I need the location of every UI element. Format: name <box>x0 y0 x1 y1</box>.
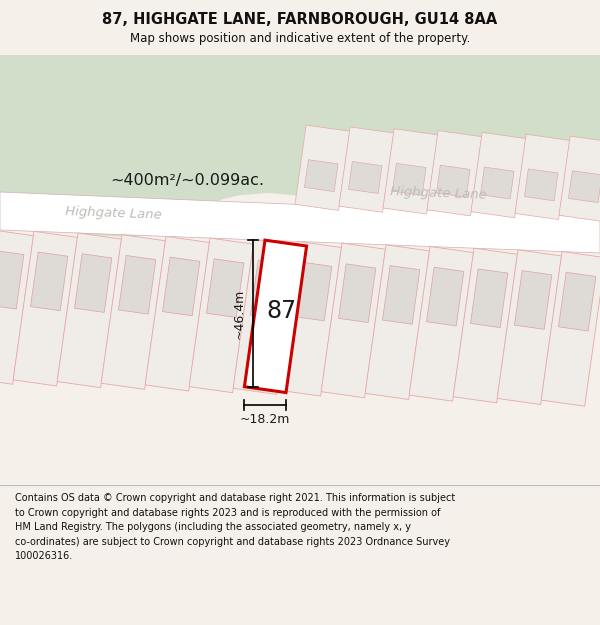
Polygon shape <box>244 240 307 392</box>
Polygon shape <box>295 262 332 321</box>
Text: Highgate Lane: Highgate Lane <box>390 184 487 201</box>
Polygon shape <box>497 250 562 404</box>
Polygon shape <box>514 271 552 329</box>
Text: 87, HIGHGATE LANE, FARNBOROUGH, GU14 8AA: 87, HIGHGATE LANE, FARNBOROUGH, GU14 8AA <box>103 12 497 27</box>
Polygon shape <box>481 167 514 199</box>
Polygon shape <box>365 245 430 399</box>
Polygon shape <box>277 241 341 396</box>
Text: ~18.2m: ~18.2m <box>240 412 290 426</box>
Polygon shape <box>568 171 600 202</box>
Polygon shape <box>453 248 518 403</box>
Polygon shape <box>304 160 338 192</box>
Polygon shape <box>145 236 209 391</box>
Polygon shape <box>189 238 254 392</box>
Polygon shape <box>541 251 600 406</box>
Text: 87: 87 <box>266 299 296 323</box>
Polygon shape <box>13 231 77 386</box>
Polygon shape <box>163 257 200 316</box>
Polygon shape <box>470 269 508 328</box>
Polygon shape <box>57 233 122 388</box>
Polygon shape <box>339 127 394 212</box>
Polygon shape <box>206 259 244 318</box>
Polygon shape <box>436 165 470 197</box>
Polygon shape <box>250 261 288 319</box>
Polygon shape <box>295 125 350 211</box>
Text: Map shows position and indicative extent of the property.: Map shows position and indicative extent… <box>130 32 470 45</box>
Polygon shape <box>338 264 376 322</box>
Polygon shape <box>118 256 156 314</box>
Polygon shape <box>409 246 473 401</box>
Polygon shape <box>31 252 68 311</box>
Polygon shape <box>0 192 600 253</box>
Polygon shape <box>471 132 526 218</box>
Polygon shape <box>0 251 24 309</box>
Polygon shape <box>382 266 420 324</box>
Polygon shape <box>349 161 382 194</box>
Text: ~400m²/~0.099ac.: ~400m²/~0.099ac. <box>110 173 264 188</box>
Text: Highgate Lane: Highgate Lane <box>65 204 162 221</box>
Polygon shape <box>0 55 600 237</box>
Polygon shape <box>392 163 426 195</box>
Polygon shape <box>233 240 298 394</box>
Polygon shape <box>101 234 166 389</box>
Polygon shape <box>427 268 464 326</box>
Polygon shape <box>559 272 596 331</box>
Polygon shape <box>383 129 438 214</box>
Polygon shape <box>321 243 386 398</box>
Polygon shape <box>559 136 600 221</box>
Text: Contains OS data © Crown copyright and database right 2021. This information is : Contains OS data © Crown copyright and d… <box>15 493 455 561</box>
Polygon shape <box>427 131 482 216</box>
Polygon shape <box>524 169 558 201</box>
Polygon shape <box>515 134 570 219</box>
Polygon shape <box>74 254 112 312</box>
Polygon shape <box>0 229 34 384</box>
Text: ~46.4m: ~46.4m <box>233 288 246 339</box>
